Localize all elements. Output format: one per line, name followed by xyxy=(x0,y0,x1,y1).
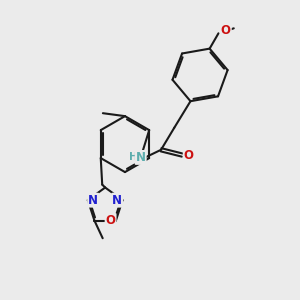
Text: O: O xyxy=(106,214,116,227)
Text: O: O xyxy=(184,148,194,162)
Text: N: N xyxy=(136,151,146,164)
Text: N: N xyxy=(88,194,98,207)
Text: O: O xyxy=(221,25,231,38)
Text: N: N xyxy=(112,194,122,207)
Text: H: H xyxy=(129,152,138,162)
